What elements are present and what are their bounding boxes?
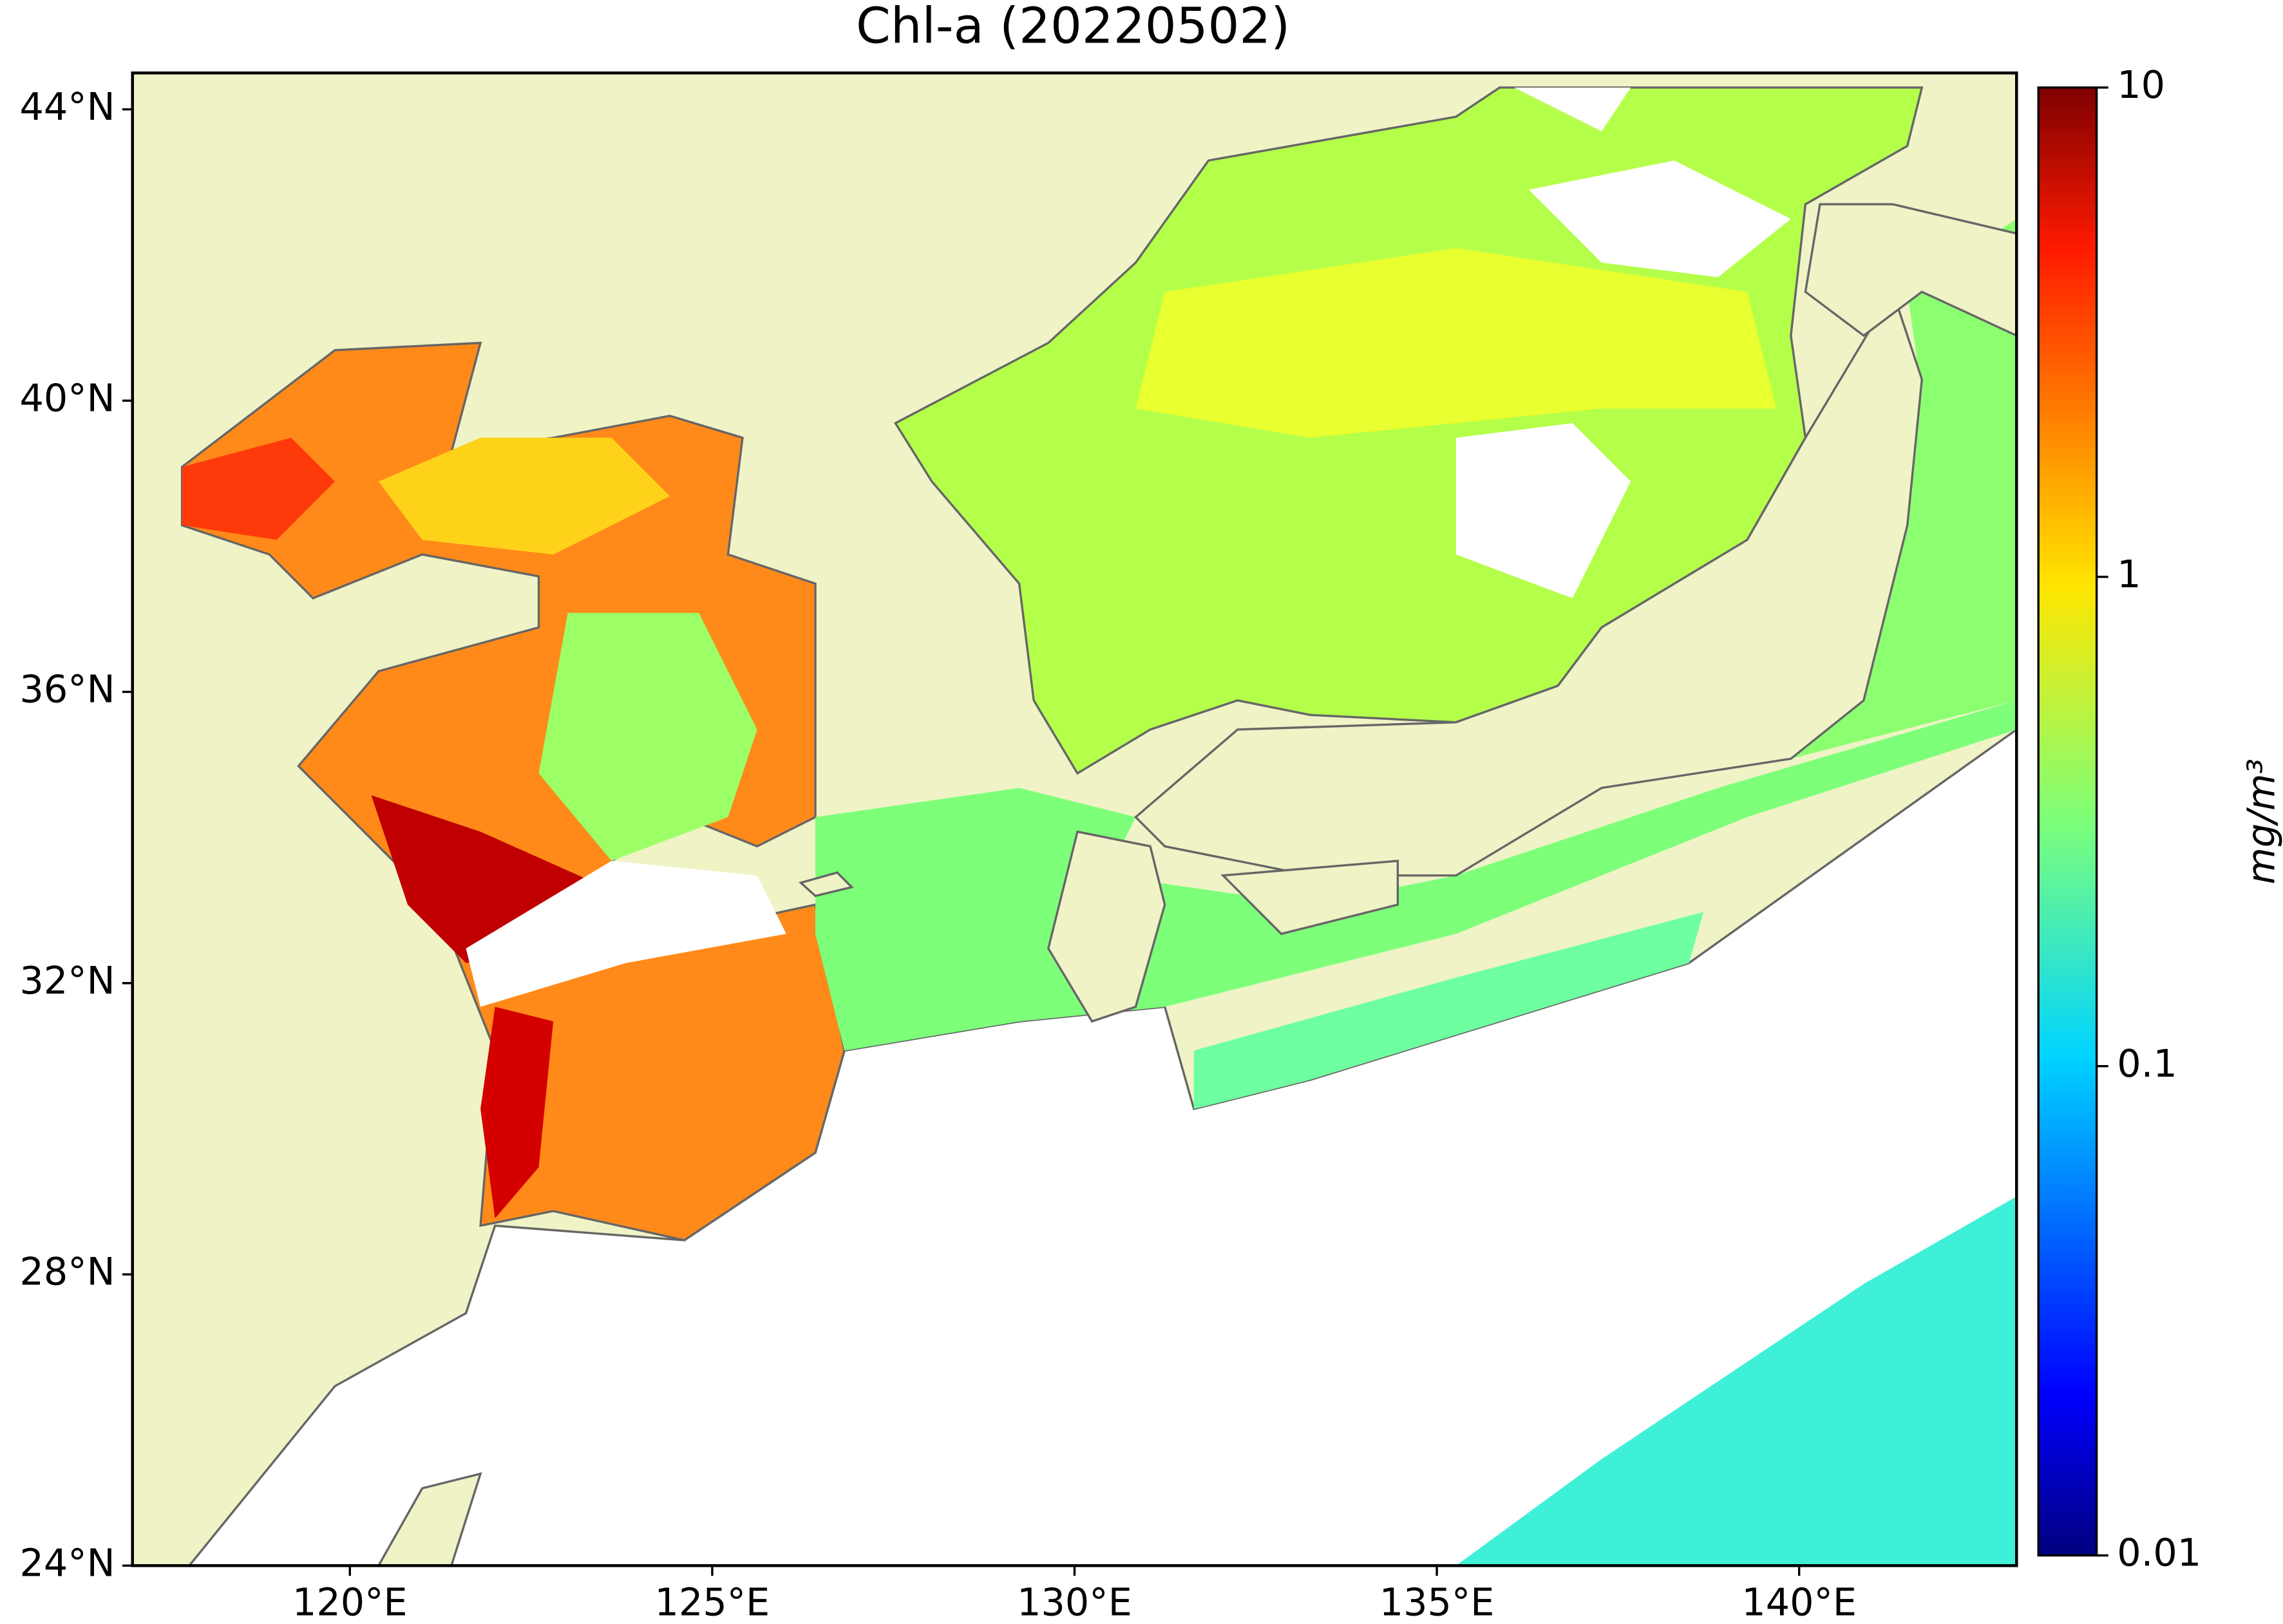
south-east-field — [1455, 1196, 2017, 1566]
colorbar-tick-label: 0.01 — [2117, 1531, 2201, 1575]
kyushu — [1047, 830, 1166, 1023]
y-tick-label: 28°N — [19, 1249, 115, 1294]
sea-of-japan-bloom — [1135, 248, 1777, 438]
y-tick-label: 40°N — [19, 375, 115, 420]
bohai-coast — [182, 437, 335, 540]
x-tick-label: 140°E — [1741, 1580, 1857, 1624]
cloud-patch — [1514, 87, 1631, 131]
y-tick-label: 32°N — [19, 958, 115, 1003]
changjiang-plume — [480, 1006, 554, 1219]
yellow-sea-center — [538, 612, 757, 861]
yellow-sea — [180, 341, 846, 1242]
x-tick-label: 125°E — [655, 1580, 770, 1624]
y-tick-label: 36°N — [19, 667, 115, 712]
chart-title: Chl-a (20220502) — [856, 0, 1290, 55]
cloud-patch — [1455, 423, 1631, 599]
cloud-patch — [466, 860, 786, 1007]
colorbar-label: mg/m³ — [2239, 759, 2283, 885]
y-tick-label: 44°N — [19, 84, 115, 129]
hokkaido — [1804, 203, 2017, 337]
jeju — [799, 871, 854, 898]
y-tick-label: 24°N — [19, 1540, 115, 1585]
taiwan — [377, 1472, 482, 1566]
bohai-center — [378, 437, 670, 555]
colorbar — [2037, 86, 2098, 1557]
map-field — [132, 73, 2017, 1566]
kuroshio-strip — [1193, 912, 1704, 1109]
shikoku — [1220, 860, 1399, 936]
x-tick-label: 120°E — [292, 1580, 408, 1624]
colorbar-tick-label: 10 — [2117, 62, 2165, 107]
x-tick-label: 135°E — [1379, 1580, 1495, 1624]
colorbar-tick-label: 1 — [2117, 552, 2141, 596]
x-tick-label: 130°E — [1017, 1580, 1132, 1624]
cloud-patch — [1528, 160, 1791, 278]
colorbar-tick-label: 0.1 — [2117, 1041, 2177, 1086]
